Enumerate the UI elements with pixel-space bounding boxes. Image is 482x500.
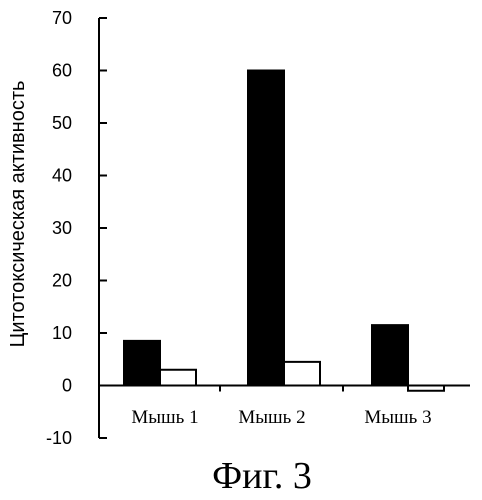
bars: [124, 71, 444, 391]
category-label: Мышь 3: [364, 407, 431, 428]
bar-3-series-1: [372, 325, 408, 385]
bar-2-series-2: [284, 362, 320, 386]
y-tick-label: 50: [52, 113, 72, 133]
y-tick-label: 10: [52, 323, 72, 343]
bar-1-series-1: [124, 341, 160, 386]
category-label: Мышь 2: [238, 407, 305, 428]
y-tick-label: 20: [52, 271, 72, 291]
figure-caption: Фиг. 3: [212, 455, 312, 497]
category-label: Мышь 1: [131, 407, 198, 428]
y-tick-label: 60: [52, 61, 72, 81]
y-tick-label: 40: [52, 166, 72, 186]
bar-1-series-2: [160, 370, 196, 386]
y-tick-label: -10: [46, 428, 72, 448]
y-tick-label: 70: [52, 8, 72, 28]
y-tick-label: 30: [52, 218, 72, 238]
y-axis-label: Цитотоксическая активность: [7, 81, 29, 348]
bar-2-series-1: [248, 71, 284, 386]
category-labels: Мышь 1 Мышь 2 Мышь 3: [131, 407, 431, 428]
y-tick-label: 0: [62, 376, 72, 396]
